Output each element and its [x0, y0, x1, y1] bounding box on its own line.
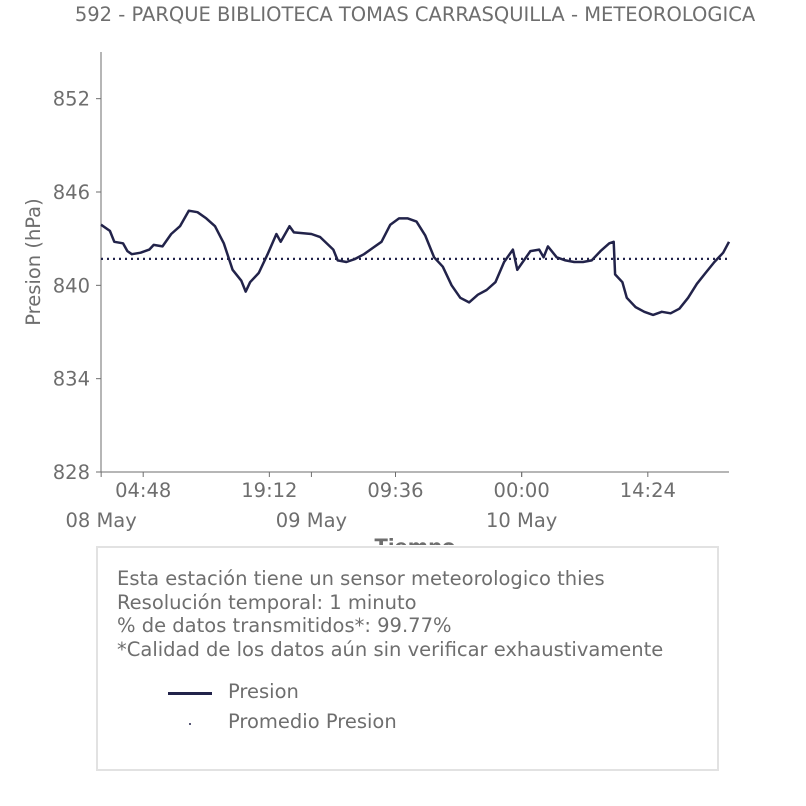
- chart-title: 592 - PARQUE BIBLIOTECA TOMAS CARRASQUIL…: [75, 3, 756, 26]
- x-axis-label: Tiempo: [375, 535, 456, 545]
- y-tick-label: 852: [53, 88, 90, 111]
- legend-label-presion: Presion: [228, 680, 299, 703]
- y-tick-label: 846: [53, 181, 90, 204]
- x-tick-label: 14:24: [620, 479, 676, 502]
- date-label: 09 May: [276, 509, 347, 532]
- y-tick-label: 828: [53, 461, 90, 484]
- legend-dot-swatch: [189, 723, 191, 725]
- pressure-chart: 592 - PARQUE BIBLIOTECA TOMAS CARRASQUIL…: [22, 3, 756, 545]
- x-tick-label: 19:12: [241, 479, 297, 502]
- station-info: Esta estación tiene un sensor meteorolog…: [117, 567, 663, 661]
- y-tick-label: 840: [53, 274, 90, 297]
- y-tick-label: 834: [53, 368, 90, 391]
- legend-label-promedio: Promedio Presion: [228, 710, 397, 733]
- x-tick-label: 00:00: [494, 479, 550, 502]
- x-tick-label: 04:48: [115, 479, 171, 502]
- y-axis-label: Presion (hPa): [22, 198, 45, 325]
- info-quality-note: *Calidad de los datos aún sin verificar …: [117, 637, 664, 661]
- info-resolution-text: Resolución temporal: 1 minuto: [117, 590, 417, 614]
- info-box: Esta estación tiene un sensor meteorolog…: [96, 546, 719, 771]
- date-label: 10 May: [486, 509, 557, 532]
- x-tick-label: 09:36: [367, 479, 423, 502]
- legend-line-swatch: [168, 692, 212, 695]
- date-label: 08 May: [65, 509, 136, 532]
- pressure-series-line: [100, 209, 731, 317]
- info-sensor-text: Esta estación tiene un sensor meteorolog…: [117, 567, 605, 590]
- info-transmitted-text: % de datos transmitidos*: 99.77%: [117, 614, 452, 637]
